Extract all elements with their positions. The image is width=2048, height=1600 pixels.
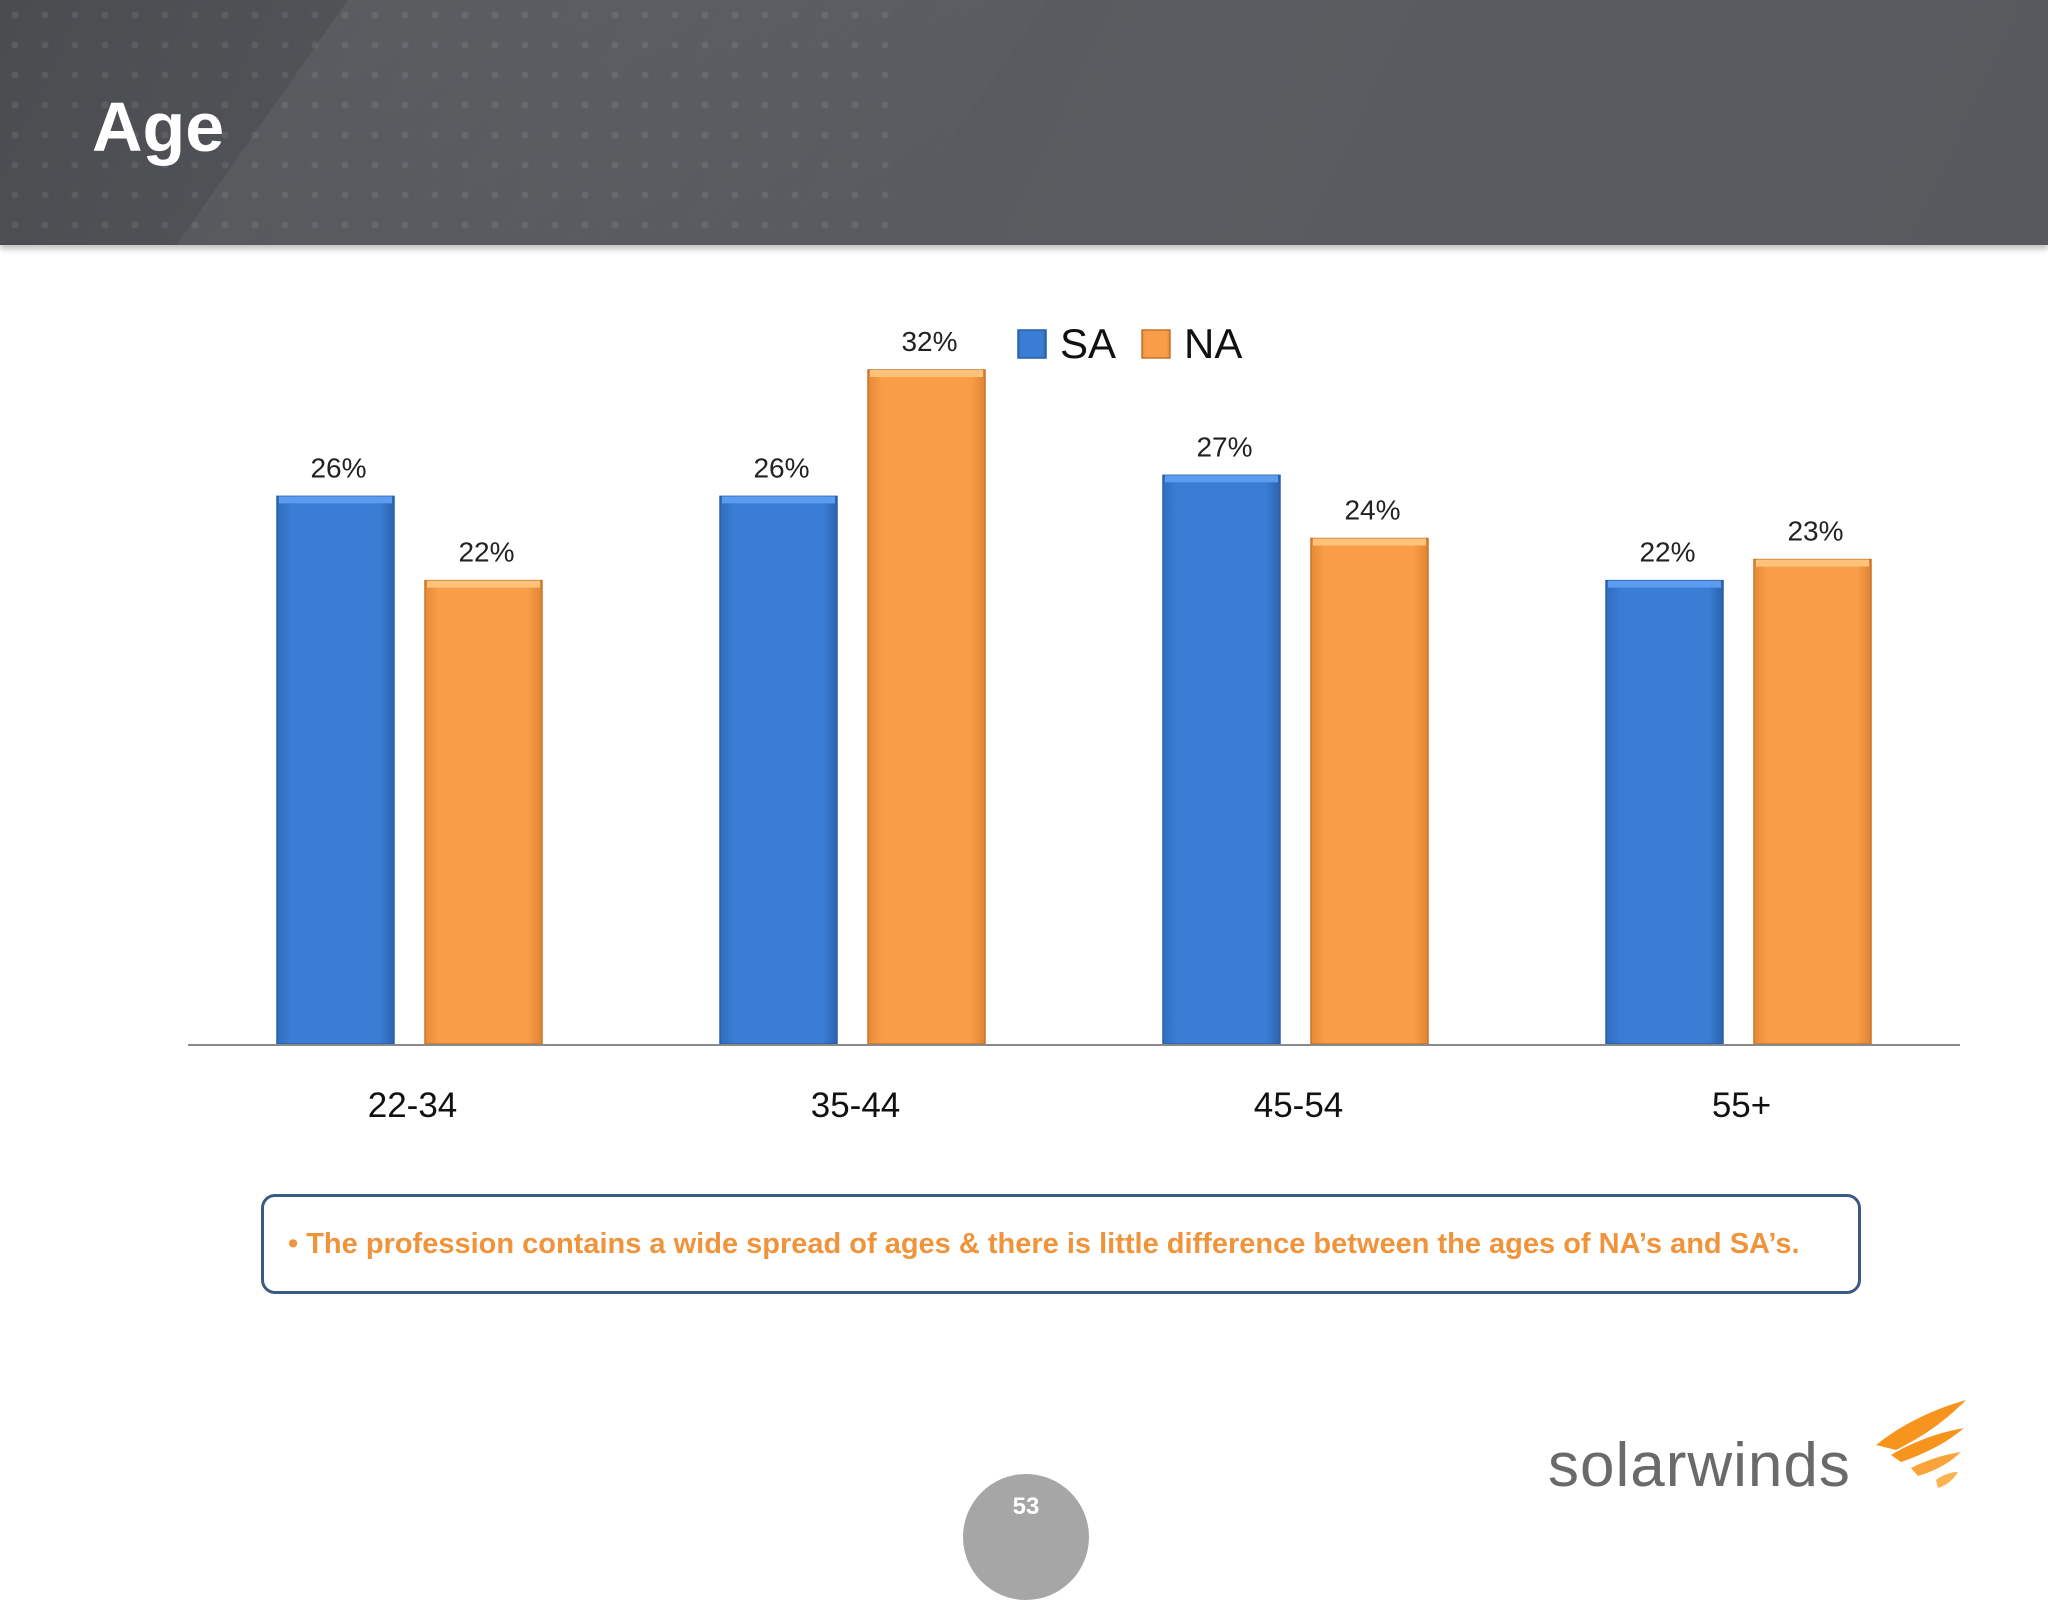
bar-cap-sa-45-54 — [1165, 475, 1278, 483]
legend-swatch-na — [1141, 329, 1171, 359]
value-label-sa-45-54: 27% — [1196, 431, 1252, 462]
bar-cap-na-45-54 — [1313, 538, 1426, 546]
bar-sa-35-44 — [719, 495, 838, 1045]
value-label-na-22-34: 22% — [458, 537, 514, 568]
legend-swatch-sa — [1017, 329, 1047, 359]
value-labels-layer: 26% 22% 26% 32% 27% 24% 22% 23% — [310, 326, 1843, 568]
bar-cap-na-22-34 — [427, 580, 540, 588]
page-number: 53 — [1012, 1493, 1040, 1520]
bar-cap-sa-35-44 — [722, 496, 835, 504]
bar-cap-na-35-44 — [870, 370, 983, 377]
insight-callout: • The profession contains a wide spread … — [261, 1194, 1861, 1294]
legend: SA NA — [1017, 320, 1242, 367]
slide-header: Age — [0, 0, 2048, 245]
age-bar-chart: 26% 22% 26% 32% 27% 24% 22% 23% 22-34 35-44 45-54… — [188, 320, 1960, 1125]
bar-na-55+ — [1753, 558, 1872, 1045]
category-label-55+: 55+ — [1712, 1086, 1771, 1125]
value-label-sa-22-34: 26% — [310, 452, 366, 483]
bar-cap-sa-55+ — [1608, 580, 1721, 588]
bar-sa-55+ — [1605, 579, 1724, 1045]
bar-na-35-44 — [867, 369, 986, 1045]
bar-cap-na-55+ — [1756, 559, 1869, 567]
category-label-45-54: 45-54 — [1254, 1086, 1344, 1125]
logo-flame-icon — [1876, 1400, 1966, 1488]
bar-cap-sa-22-34 — [279, 496, 392, 504]
bar-sa-45-54 — [1162, 474, 1281, 1045]
category-label-35-44: 35-44 — [811, 1086, 901, 1125]
value-label-sa-35-44: 26% — [753, 452, 809, 483]
category-labels-layer: 22-34 35-44 45-54 55+ — [368, 1086, 1771, 1125]
bars-layer — [276, 369, 1872, 1045]
legend-label-sa: SA — [1060, 320, 1116, 367]
value-label-sa-55+: 22% — [1639, 537, 1695, 568]
value-label-na-35-44: 32% — [901, 326, 957, 357]
value-label-na-55+: 23% — [1787, 516, 1843, 547]
header-dot-pattern — [0, 0, 900, 245]
slide-title: Age — [92, 88, 225, 166]
category-label-22-34: 22-34 — [368, 1086, 458, 1125]
bar-na-22-34 — [424, 579, 543, 1045]
legend-label-na: NA — [1184, 320, 1242, 367]
bar-na-45-54 — [1310, 537, 1429, 1045]
bar-sa-22-34 — [276, 495, 395, 1045]
logo-wordmark: solarwinds — [1548, 1431, 1851, 1500]
solarwinds-logo: solarwinds — [1548, 1390, 1966, 1500]
insight-text: • The profession contains a wide spread … — [288, 1227, 1800, 1260]
value-label-na-45-54: 24% — [1344, 495, 1400, 526]
